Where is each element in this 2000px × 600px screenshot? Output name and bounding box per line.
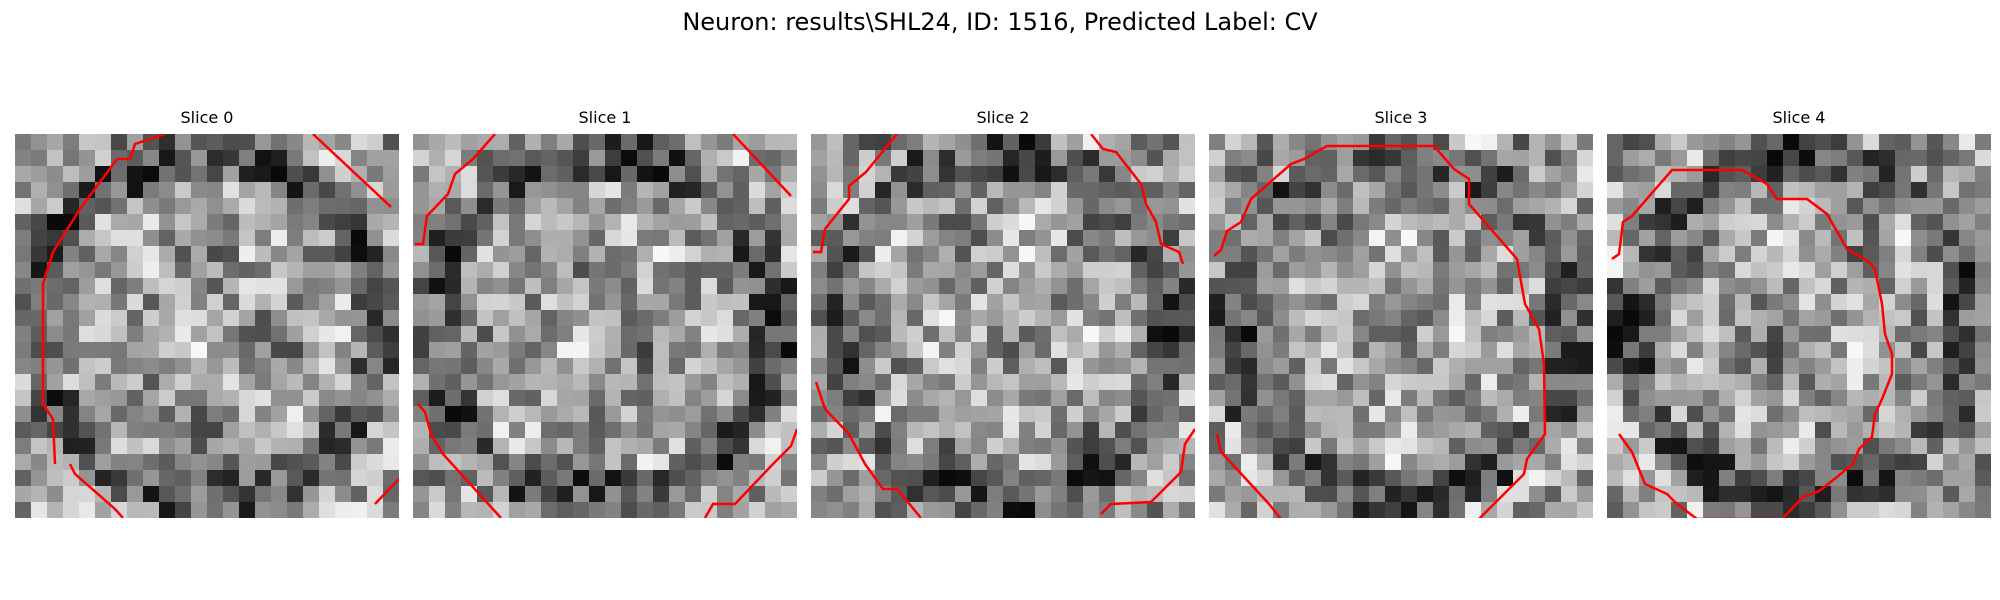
contour-line (417, 403, 502, 518)
contour-line (1215, 433, 1282, 518)
contour-line (1611, 168, 1894, 518)
slice-title: Slice 0 (180, 108, 234, 127)
pixel-grid (1607, 134, 1991, 518)
contour-line (703, 428, 797, 518)
pixel-grid (1209, 134, 1593, 518)
slice-image (413, 134, 797, 518)
pixel-grid (413, 134, 797, 518)
slice-image (1607, 134, 1991, 518)
slice-title: Slice 2 (976, 108, 1030, 127)
contour-line (415, 134, 496, 246)
contour-line (732, 134, 792, 197)
contour-line (374, 478, 399, 505)
slice-image (811, 134, 1195, 518)
slice-title: Slice 4 (1772, 108, 1826, 127)
slice-title: Slice 3 (1374, 108, 1428, 127)
pixel-grid (811, 134, 1195, 518)
contour-line (1090, 134, 1185, 265)
contour-line (41, 134, 166, 465)
pixel-grid (15, 134, 399, 518)
slice-image (1209, 134, 1593, 518)
contour-line (68, 463, 124, 518)
contour-line (813, 134, 898, 254)
contour-line (1213, 144, 1547, 518)
contour-line (1100, 428, 1195, 515)
slice-title: Slice 1 (578, 108, 632, 127)
slice-image (15, 134, 399, 518)
contour-line (814, 381, 922, 518)
contour-line (312, 134, 392, 208)
figure-title: Neuron: results\SHL24, ID: 1516, Predict… (682, 8, 1318, 36)
